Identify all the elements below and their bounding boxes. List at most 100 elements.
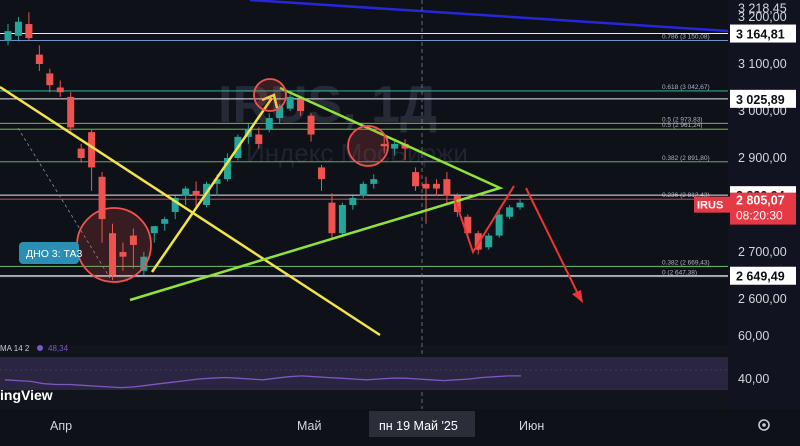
- dno-label-group[interactable]: ДНО 3: ТА3: [19, 242, 83, 264]
- candle-body[interactable]: [412, 172, 420, 187]
- candle-body[interactable]: [370, 179, 378, 184]
- fib-level-label: 0.382 (2 669,43): [662, 259, 710, 266]
- yellow-ascending-arrow[interactable]: [150, 97, 274, 273]
- candle-body[interactable]: [359, 183, 367, 196]
- candle-body[interactable]: [265, 118, 273, 130]
- x-tick-apr: Апр: [50, 419, 72, 433]
- candle-body[interactable]: [67, 96, 75, 128]
- rsi-legend-dot: [37, 345, 43, 351]
- watermark-symbol: IRUS, 1Д: [218, 76, 437, 134]
- green-triangle-lines[interactable]: [129, 86, 504, 302]
- price-level-label: 3 164,81: [736, 28, 785, 42]
- candle-body[interactable]: [349, 197, 357, 205]
- candle-body[interactable]: [171, 197, 179, 213]
- highlight-circle-bottom[interactable]: [76, 207, 152, 283]
- y-axis-ticks: 3 100,003 000,002 900,002 700,002 600,00…: [738, 1, 787, 306]
- rsi-value: 48,34: [48, 344, 69, 353]
- price-level-tag[interactable]: [730, 24, 796, 43]
- candle-body[interactable]: [506, 207, 514, 217]
- tradingview-brand[interactable]: ingView: [0, 387, 53, 403]
- yellow-arrow-head: [261, 93, 279, 109]
- candle-body[interactable]: [276, 106, 284, 119]
- candle-body[interactable]: [380, 143, 388, 147]
- current-price-tag[interactable]: [730, 192, 796, 225]
- y-tick-label-partial: 3 200,00: [738, 10, 787, 24]
- candle-body[interactable]: [25, 24, 33, 39]
- x-tick-may: Май: [297, 419, 322, 433]
- candle-body[interactable]: [213, 179, 221, 184]
- candle-body[interactable]: [119, 252, 127, 257]
- candle-body[interactable]: [495, 214, 503, 236]
- highlight-circle-middle[interactable]: [347, 125, 389, 167]
- crosshair-date-box: [369, 411, 475, 437]
- candle-body[interactable]: [307, 115, 315, 135]
- symbol-tag-box: [694, 196, 730, 213]
- y-tick-label: 2 900,00: [738, 151, 787, 165]
- fib-level-label: 0.786 (3 150,08): [662, 33, 710, 40]
- fib-level-label: 0.382 (2 891,80): [662, 155, 710, 162]
- green-triangle: [129, 86, 504, 302]
- candle-body[interactable]: [192, 190, 200, 196]
- candle-body[interactable]: [286, 96, 294, 109]
- candle-body[interactable]: [401, 143, 409, 149]
- dashed-trend-line[interactable]: [17, 127, 111, 279]
- candle-body[interactable]: [98, 176, 106, 220]
- candle-body[interactable]: [140, 256, 148, 271]
- red-forecast-arrow[interactable]: [525, 187, 581, 299]
- red-arrow-head: [572, 290, 583, 303]
- candle-body[interactable]: [77, 148, 85, 158]
- y-tick-label-partial: 3 218,45: [738, 1, 787, 15]
- candle-body[interactable]: [129, 235, 137, 245]
- price-level-label: 3 025,89: [736, 93, 785, 107]
- candle-body[interactable]: [182, 188, 190, 196]
- highlight-circle-top[interactable]: [253, 78, 287, 112]
- blue-trend-line[interactable]: [249, 0, 729, 33]
- dno-label-box: [19, 242, 79, 264]
- candle-body[interactable]: [35, 54, 43, 64]
- y-tick-label: 2 700,00: [738, 245, 787, 259]
- indicator-pane: MA 14 2 48,34: [0, 344, 728, 390]
- rsi-line[interactable]: [4, 375, 521, 389]
- candle-body[interactable]: [56, 87, 64, 93]
- candle-body[interactable]: [318, 167, 325, 180]
- candle-body[interactable]: [485, 235, 493, 248]
- candle-body[interactable]: [14, 21, 22, 36]
- candle-body[interactable]: [223, 158, 231, 180]
- rsi-tick-label: 60,00: [738, 329, 769, 343]
- candle-body[interactable]: [161, 219, 169, 224]
- price-tags: 3 164,813 025,892 820,94IRUS2 805,0708:2…: [694, 24, 796, 285]
- fib-level-label: 0.618 (3 042,67): [662, 84, 710, 91]
- candle-body[interactable]: [88, 132, 96, 168]
- candle-body[interactable]: [255, 134, 263, 144]
- candle-body[interactable]: [516, 202, 524, 208]
- crosshair-date-label: пн 19 Май '25: [379, 419, 458, 433]
- price-level-tag[interactable]: [730, 266, 796, 285]
- candle-body[interactable]: [443, 179, 451, 196]
- candle-body[interactable]: [391, 143, 399, 149]
- yellow-descending-line[interactable]: [0, 85, 381, 337]
- candles: [4, 12, 524, 281]
- y-tick-label: 3 100,00: [738, 57, 787, 71]
- red-zigzag[interactable]: [454, 185, 515, 255]
- candle-body[interactable]: [297, 99, 305, 111]
- candle-body[interactable]: [422, 183, 430, 189]
- current-price-label: 2 805,07: [736, 194, 785, 208]
- candle-body[interactable]: [46, 73, 54, 86]
- countdown-label: 08:20:30: [736, 209, 783, 223]
- candle-body[interactable]: [109, 233, 116, 276]
- candle-body[interactable]: [474, 233, 482, 250]
- candle-body[interactable]: [150, 226, 158, 234]
- rsi-axis-ticks: 60,00 40,00: [738, 329, 769, 386]
- fib-level-label: 0 (2 647,38): [662, 270, 697, 277]
- y-tick-label: 2 600,00: [738, 292, 787, 306]
- candle-body[interactable]: [338, 205, 346, 234]
- candle-body[interactable]: [432, 183, 440, 189]
- price-level-tag[interactable]: [730, 89, 796, 108]
- candle-body[interactable]: [4, 31, 12, 41]
- settings-gear-icon[interactable]: [758, 419, 770, 431]
- candle-body[interactable]: [464, 216, 472, 234]
- candle-body[interactable]: [328, 202, 336, 234]
- rsi-tick-label: 40,00: [738, 372, 769, 386]
